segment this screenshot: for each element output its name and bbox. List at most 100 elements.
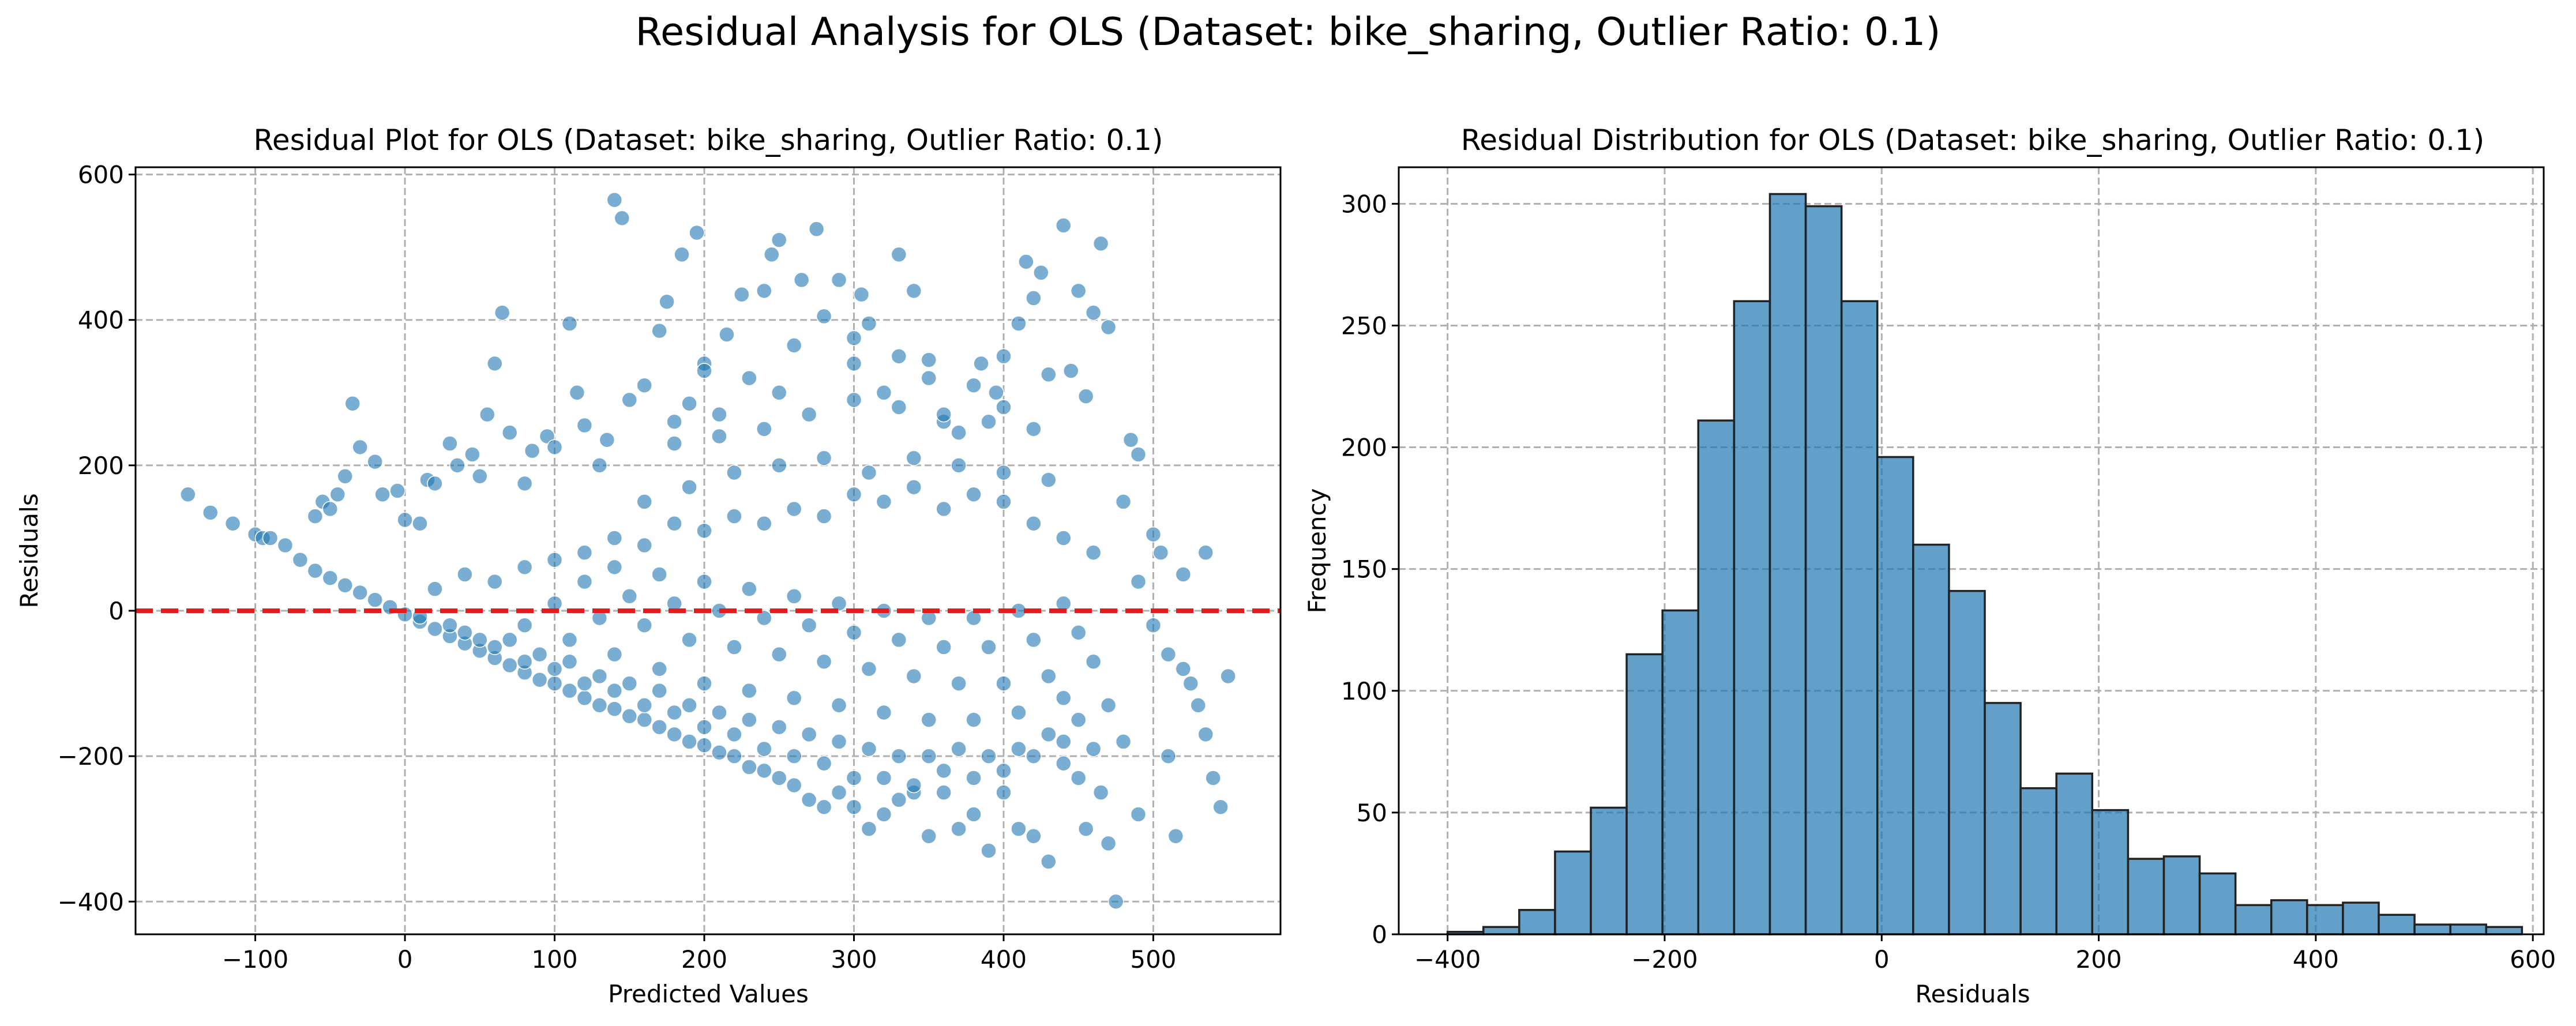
scatter-point	[516, 475, 533, 492]
scatter-point	[576, 690, 593, 706]
scatter-point	[427, 621, 443, 637]
scatter-point	[569, 385, 585, 401]
scatter-xtick-label: 400	[981, 945, 1027, 974]
scatter-point	[876, 704, 892, 721]
scatter-point	[516, 617, 533, 633]
scatter-point	[981, 639, 997, 655]
scatter-point	[936, 784, 952, 800]
histogram-bar	[1876, 456, 1914, 935]
scatter-point	[996, 494, 1012, 510]
histogram-bar	[2198, 872, 2237, 935]
scatter-point	[696, 675, 712, 691]
scatter-point	[479, 406, 495, 423]
scatter-point	[1092, 235, 1109, 252]
histogram-ytick-label: 50	[1357, 799, 1387, 827]
scatter-point	[1018, 254, 1034, 270]
scatter-point	[367, 453, 383, 470]
scatter-point	[771, 770, 787, 786]
scatter-point	[1011, 821, 1027, 837]
scatter-point	[1041, 726, 1057, 743]
scatter-ytick-label: 0	[108, 597, 124, 625]
scatter-point	[546, 661, 563, 677]
scatter-points	[180, 191, 1236, 910]
figure-suptitle: Residual Analysis for OLS (Dataset: bike…	[635, 9, 1940, 54]
scatter-point	[891, 246, 907, 263]
scatter-ticks: −100 0 100 200 300 400 500 −400 −200 0 200 400 600	[58, 161, 1177, 974]
histogram-xtick-label: −200	[1631, 945, 1698, 974]
histogram-ticks: −400 −200 0 200 400 600 0 50 100 150 200 250 300	[1341, 190, 2556, 974]
scatter-point	[906, 283, 922, 299]
scatter-point	[846, 355, 862, 372]
scatter-point	[726, 748, 742, 764]
scatter-point	[1167, 828, 1184, 844]
scatter-point	[427, 581, 443, 597]
scatter-point	[1100, 697, 1117, 713]
scatter-point	[591, 668, 608, 685]
scatter-point	[1062, 363, 1079, 379]
histogram-bar	[2055, 772, 2094, 935]
scatter-xtick-label: 300	[831, 945, 877, 974]
scatter-point	[524, 442, 540, 459]
scatter-point	[546, 675, 563, 691]
histogram-ytick-label: 100	[1341, 677, 1387, 705]
scatter-point	[636, 712, 652, 728]
scatter-point	[711, 704, 727, 721]
scatter-point	[651, 566, 667, 582]
residual-scatter-panel: Residual Plot for OLS (Dataset: bike_sha…	[15, 123, 1282, 1008]
scatter-point	[599, 431, 615, 448]
scatter-point	[1197, 726, 1214, 743]
scatter-point	[801, 792, 817, 808]
scatter-point	[1070, 625, 1087, 641]
histogram-title: Residual Distribution for OLS (Dataset: …	[1461, 123, 2485, 157]
scatter-point	[576, 573, 593, 590]
scatter-point	[764, 246, 780, 263]
scatter-ytick-label: −200	[58, 742, 124, 771]
scatter-point	[891, 792, 907, 808]
scatter-point	[1205, 770, 1221, 786]
histogram-bar	[1768, 193, 1807, 935]
scatter-point	[951, 424, 967, 441]
histogram-bar	[2485, 926, 2524, 935]
scatter-point	[1182, 675, 1199, 691]
scatter-point	[786, 690, 802, 706]
scatter-point	[966, 712, 982, 728]
scatter-point	[606, 682, 623, 699]
scatter-point	[1175, 661, 1192, 677]
scatter-point	[442, 435, 458, 452]
histogram-bar	[1984, 702, 2022, 935]
scatter-point	[322, 501, 339, 517]
scatter-point	[756, 741, 772, 757]
scatter-point	[1092, 784, 1109, 800]
histogram-xtick-label: 0	[1874, 945, 1890, 974]
scatter-point	[636, 537, 652, 554]
scatter-point	[786, 748, 802, 764]
scatter-point	[1115, 494, 1132, 510]
scatter-point	[1085, 544, 1102, 561]
scatter-point	[861, 315, 877, 332]
scatter-point	[412, 515, 428, 532]
scatter-point	[1077, 388, 1094, 404]
scatter-point	[786, 588, 802, 604]
scatter-point	[681, 395, 697, 412]
scatter-point	[329, 486, 346, 503]
scatter-point	[561, 315, 578, 332]
scatter-xtick-label: 100	[531, 945, 577, 974]
scatter-point	[906, 479, 922, 495]
scatter-point	[1070, 283, 1087, 299]
scatter-point	[861, 821, 877, 837]
scatter-point	[666, 726, 682, 743]
scatter-point	[921, 352, 937, 368]
scatter-point	[539, 428, 555, 445]
scatter-point	[891, 748, 907, 764]
scatter-point	[936, 639, 952, 655]
scatter-point	[307, 508, 324, 524]
scatter-point	[846, 770, 862, 786]
scatter-point	[1145, 526, 1162, 543]
scatter-point	[1056, 734, 1072, 750]
scatter-point	[973, 355, 989, 372]
scatter-point	[988, 385, 1004, 401]
scatter-point	[1056, 217, 1072, 234]
residual-histogram-panel: Residual Distribution for OLS (Dataset: …	[1303, 123, 2556, 1008]
scatter-xtick-label: 500	[1130, 945, 1176, 974]
scatter-point	[224, 515, 241, 532]
